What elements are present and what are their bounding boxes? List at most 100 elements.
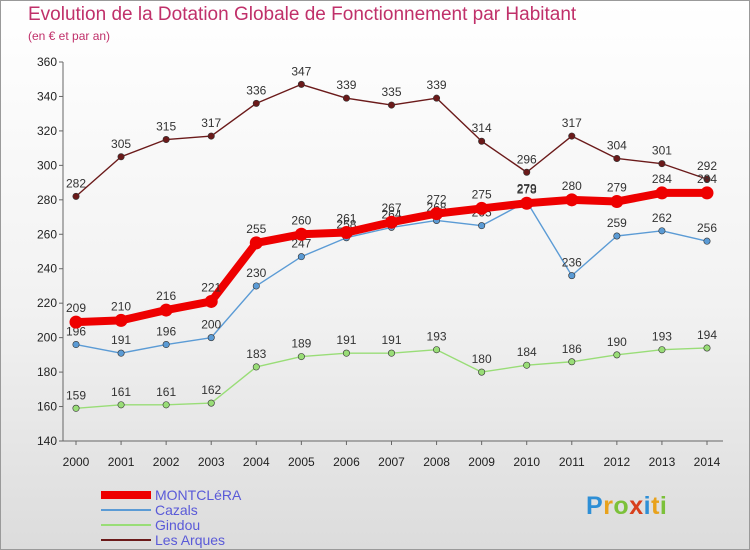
data-point-cazals xyxy=(117,349,125,357)
series-line-gindou xyxy=(75,347,708,409)
data-point-gindou xyxy=(478,368,486,376)
data-label-gindou: 161 xyxy=(156,385,176,399)
y-tick-label: 180 xyxy=(37,365,57,379)
data-label-montcl-ra: 278 xyxy=(517,182,537,196)
data-label-cazals: 196 xyxy=(156,325,176,339)
data-label-gindou: 180 xyxy=(472,352,492,366)
data-label-gindou: 191 xyxy=(381,333,401,347)
data-point-montcl-ra xyxy=(430,207,444,221)
logo-letter: i xyxy=(643,492,652,520)
data-label-gindou: 159 xyxy=(66,388,86,402)
data-label-les-arques: 305 xyxy=(111,137,131,151)
data-point-montcl-ra xyxy=(475,201,489,215)
data-label-cazals: 262 xyxy=(652,211,672,225)
y-tick-label: 220 xyxy=(37,296,57,310)
legend-label: Les Arques xyxy=(155,532,226,548)
data-point-montcl-ra xyxy=(610,195,624,209)
y-tick-label: 340 xyxy=(37,89,57,103)
data-point-montcl-ra xyxy=(159,303,173,317)
x-tick-label: 2000 xyxy=(63,455,90,469)
y-tick-label: 300 xyxy=(37,158,57,172)
y-tick-label: 360 xyxy=(37,55,57,69)
data-label-montcl-ra: 261 xyxy=(336,212,356,226)
y-tick-label: 200 xyxy=(37,331,57,345)
data-label-gindou: 193 xyxy=(427,330,447,344)
data-label-gindou: 193 xyxy=(652,330,672,344)
data-point-les-arques xyxy=(387,101,395,109)
data-point-cazals xyxy=(478,222,486,230)
data-point-gindou xyxy=(342,349,350,357)
legend-swatch xyxy=(101,539,151,541)
data-point-gindou xyxy=(658,346,666,354)
legend-item: MONTCLéRA xyxy=(101,487,401,503)
data-label-cazals: 279 xyxy=(517,182,537,196)
data-label-gindou: 191 xyxy=(336,333,356,347)
legend-label: Gindou xyxy=(155,517,201,533)
data-label-montcl-ra: 272 xyxy=(427,193,447,207)
data-point-montcl-ra xyxy=(565,193,579,207)
data-point-cazals xyxy=(658,227,666,235)
data-label-montcl-ra: 280 xyxy=(562,179,582,193)
data-point-montcl-ra xyxy=(69,315,83,329)
y-tick-label: 160 xyxy=(37,400,57,414)
data-label-cazals: 256 xyxy=(697,221,717,235)
data-point-gindou xyxy=(433,346,441,354)
data-point-gindou xyxy=(523,361,531,369)
data-label-gindou: 186 xyxy=(562,342,582,356)
data-label-cazals: 259 xyxy=(607,216,627,230)
data-point-gindou xyxy=(162,401,170,409)
data-label-montcl-ra: 284 xyxy=(697,172,717,186)
data-point-gindou xyxy=(252,363,260,371)
data-point-montcl-ra xyxy=(204,294,218,308)
data-label-les-arques: 335 xyxy=(381,85,401,99)
data-point-les-arques xyxy=(72,192,80,200)
legend-swatch xyxy=(101,509,151,511)
data-label-gindou: 189 xyxy=(291,337,311,351)
data-label-les-arques: 314 xyxy=(472,121,492,135)
y-tick-label: 260 xyxy=(37,227,57,241)
data-point-cazals xyxy=(207,334,215,342)
data-point-cazals xyxy=(703,237,711,245)
x-tick-label: 2009 xyxy=(468,455,495,469)
legend-label: Cazals xyxy=(155,502,198,518)
data-point-montcl-ra xyxy=(385,215,398,229)
legend-item: Gindou xyxy=(101,517,401,533)
logo-letter: P xyxy=(586,492,604,520)
data-point-les-arques xyxy=(613,154,621,162)
x-tick-label: 2012 xyxy=(604,455,631,469)
data-label-cazals: 230 xyxy=(246,266,266,280)
legend-swatch xyxy=(101,524,151,526)
legend-item: Cazals xyxy=(101,502,401,518)
data-point-gindou xyxy=(568,358,576,366)
data-point-gindou xyxy=(613,351,621,359)
x-tick-label: 2007 xyxy=(378,455,405,469)
data-label-les-arques: 292 xyxy=(697,159,717,173)
data-label-montcl-ra: 255 xyxy=(246,222,266,236)
data-point-montcl-ra xyxy=(520,196,534,210)
data-point-montcl-ra xyxy=(114,313,128,327)
x-tick-label: 2002 xyxy=(153,455,180,469)
data-label-les-arques: 336 xyxy=(246,83,266,97)
x-tick-label: 2006 xyxy=(333,455,360,469)
data-point-les-arques xyxy=(433,94,441,102)
data-label-les-arques: 317 xyxy=(562,116,582,130)
logo-letter: i xyxy=(659,492,668,520)
data-label-les-arques: 317 xyxy=(201,116,221,130)
data-point-les-arques xyxy=(523,168,531,176)
data-label-les-arques: 282 xyxy=(66,176,86,190)
data-point-gindou xyxy=(207,399,215,407)
data-label-les-arques: 339 xyxy=(336,78,356,92)
data-point-gindou xyxy=(703,344,711,352)
data-point-montcl-ra xyxy=(700,186,714,200)
y-tick-label: 280 xyxy=(37,193,57,207)
logo-letter: r xyxy=(603,492,614,520)
data-label-gindou: 162 xyxy=(201,383,221,397)
data-point-cazals xyxy=(568,272,576,280)
y-tick-label: 140 xyxy=(37,434,57,448)
data-label-montcl-ra: 275 xyxy=(472,187,492,201)
data-point-cazals xyxy=(613,232,621,240)
data-point-cazals xyxy=(162,341,170,349)
data-label-montcl-ra: 260 xyxy=(291,213,311,227)
data-point-les-arques xyxy=(658,160,666,168)
data-label-gindou: 184 xyxy=(517,345,537,359)
